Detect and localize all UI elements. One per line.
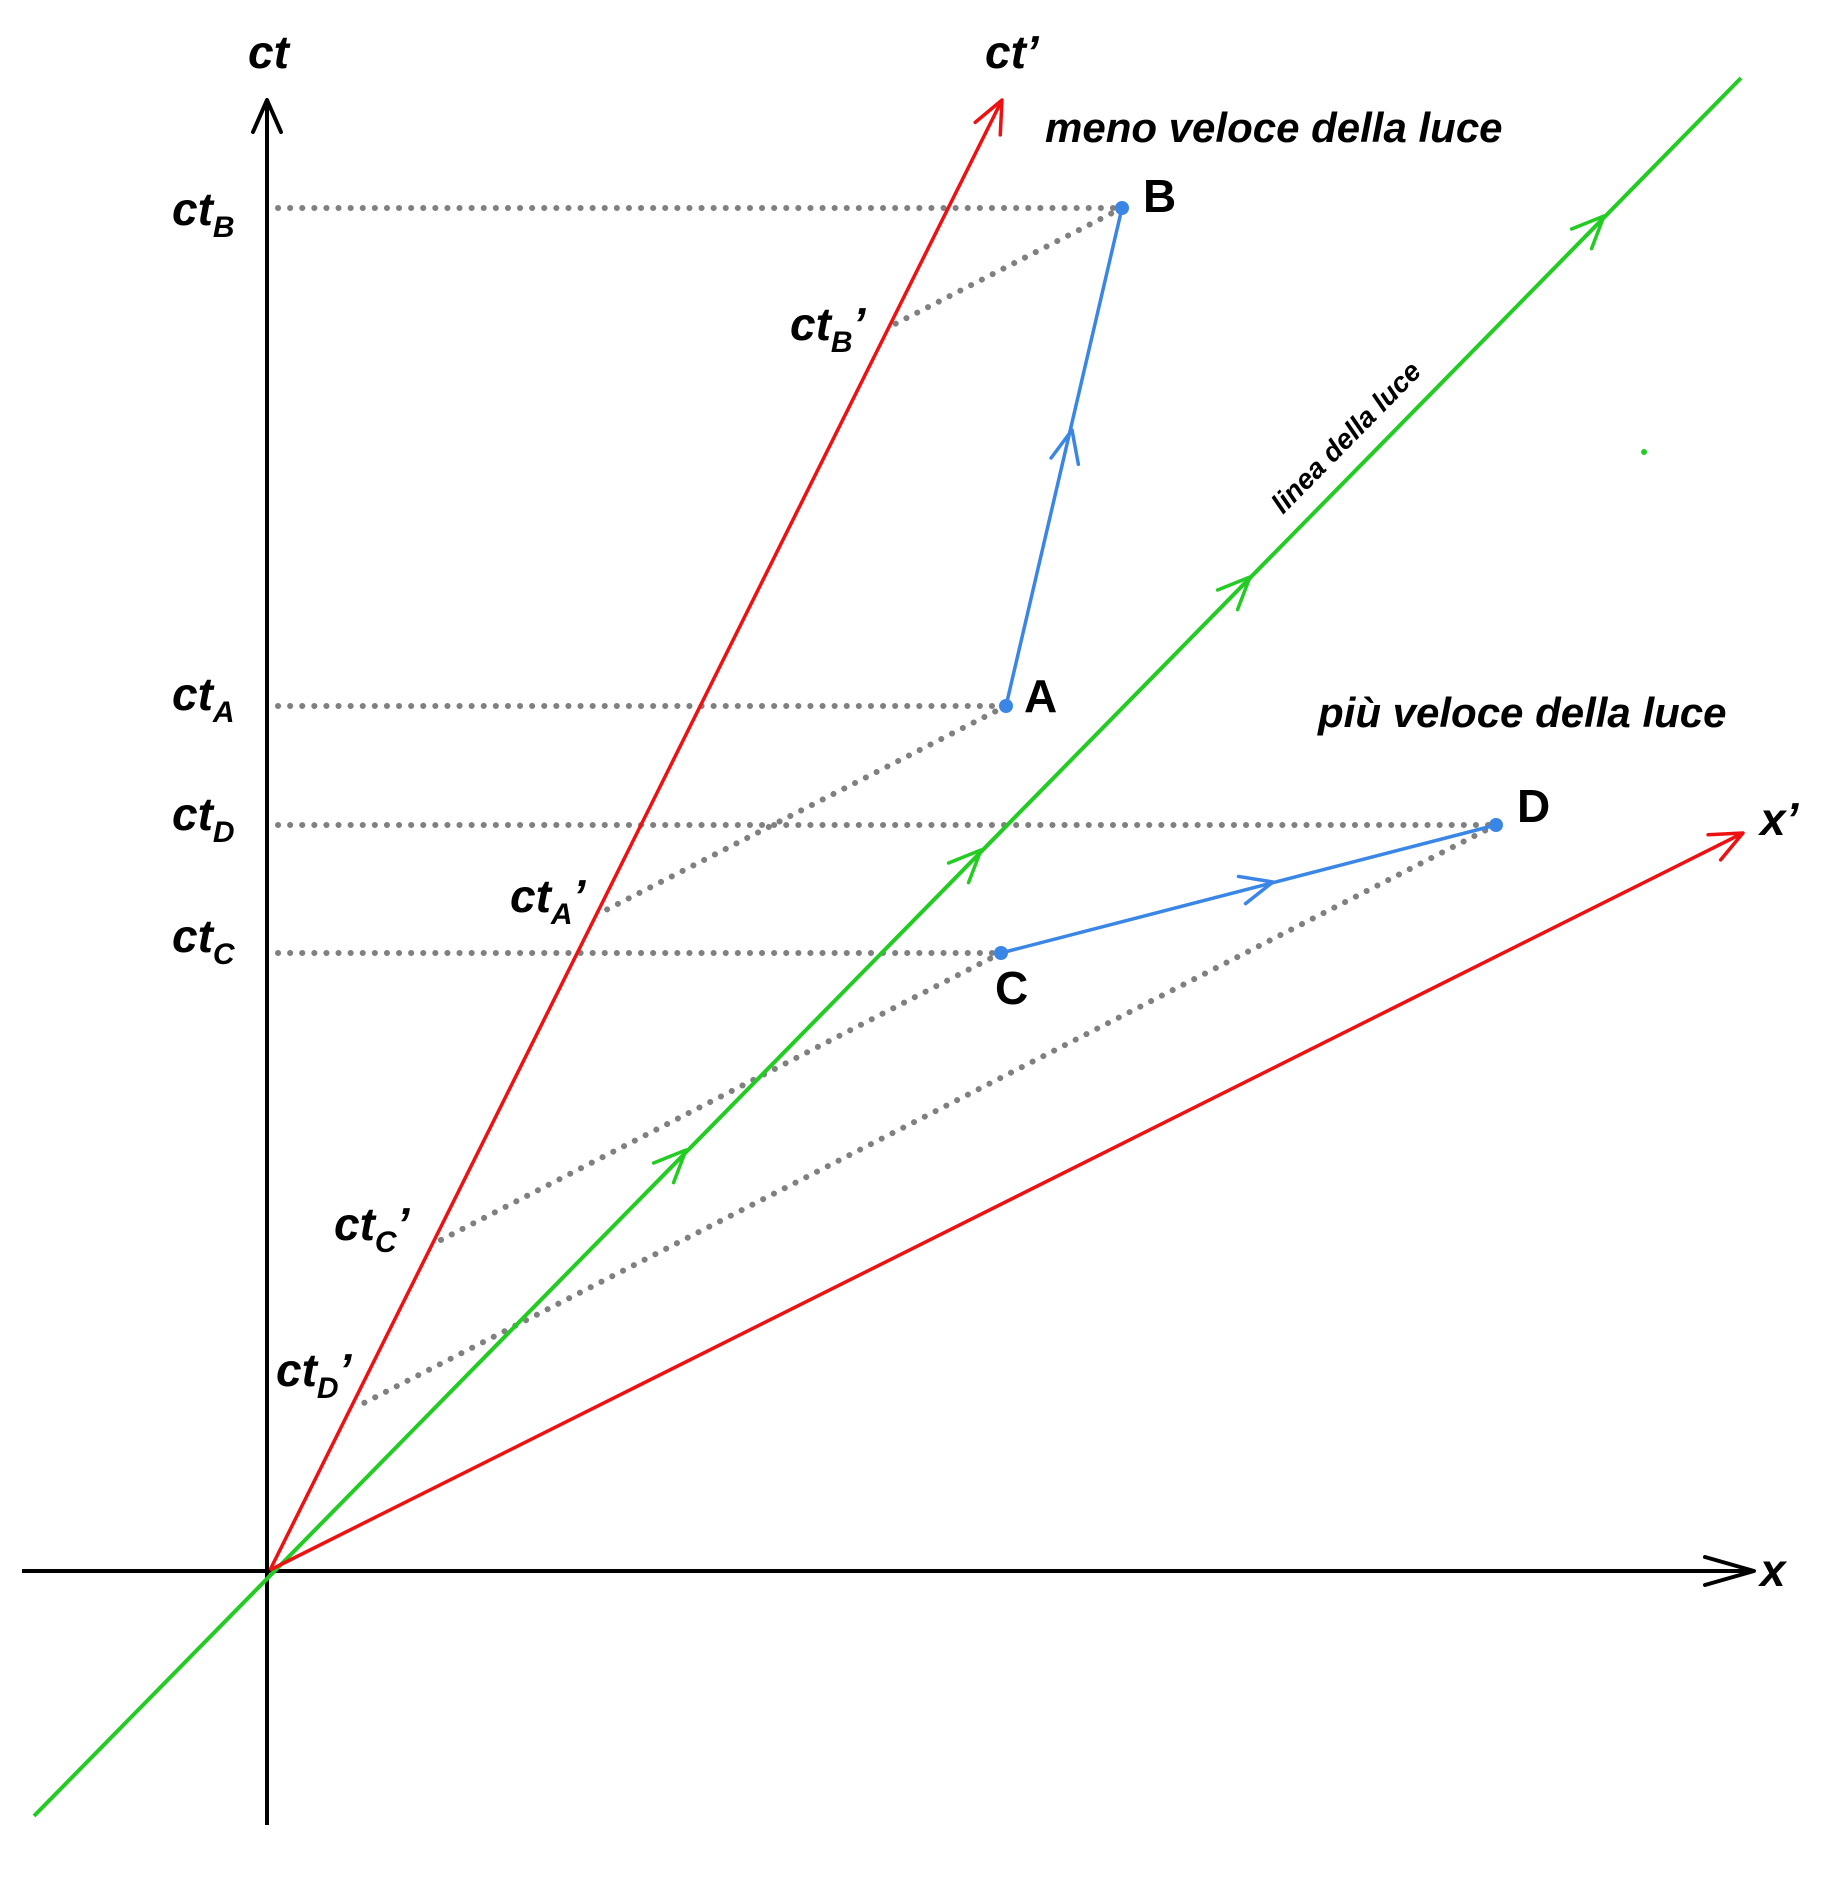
tick-label-ctA: ctA bbox=[172, 668, 235, 729]
guide-ctA-prime bbox=[599, 703, 1009, 915]
light-line-label: linea della luce bbox=[1265, 355, 1427, 519]
x-axis-arrowhead bbox=[1703, 1555, 1756, 1587]
world-line-C-D bbox=[1000, 823, 1497, 955]
world-line-A-B bbox=[1004, 207, 1124, 707]
tick-label-ctC-prime: ctC’ bbox=[334, 1198, 411, 1259]
guide-ctD-prime bbox=[357, 822, 1499, 1408]
direction-arrows bbox=[651, 98, 1745, 1185]
light-arrow-2 bbox=[1215, 575, 1252, 612]
tick-label-ctA-prime: ctA’ bbox=[510, 870, 587, 931]
tick-label-ctB: ctB bbox=[172, 183, 235, 244]
light-arrow-4 bbox=[651, 1148, 688, 1185]
guide-ctB-prime bbox=[892, 205, 1125, 327]
event-dot-D bbox=[1489, 818, 1503, 832]
light-arrow-1 bbox=[1569, 214, 1606, 251]
x-prime-axis bbox=[269, 831, 1744, 1572]
x-prime-axis-label: x’ bbox=[1757, 793, 1800, 845]
rest-frame-axes bbox=[22, 98, 1756, 1825]
event-label-B: B bbox=[1143, 170, 1176, 222]
event-label-A: A bbox=[1024, 670, 1057, 722]
light-arrow-3 bbox=[946, 848, 983, 885]
light-line-path bbox=[32, 76, 1743, 1818]
x-prime-arrowhead bbox=[1706, 831, 1745, 862]
tick-label-ctB-prime: ctB’ bbox=[790, 298, 867, 359]
ct-prime-arrowhead bbox=[973, 98, 1004, 137]
world-line-C-D-arrow bbox=[1236, 874, 1275, 906]
guide-ctC-prime bbox=[432, 950, 1004, 1246]
ct-prime-axis bbox=[268, 99, 1004, 1571]
light-line bbox=[32, 76, 1743, 1818]
event-dot-A bbox=[999, 699, 1013, 713]
slower-than-light-label: meno veloce della luce bbox=[1045, 104, 1503, 151]
event-dot-B bbox=[1115, 201, 1129, 215]
world-lines bbox=[994, 201, 1503, 960]
faster-than-light-label: più veloce della luce bbox=[1317, 689, 1727, 736]
ct-axis-arrowhead bbox=[251, 98, 283, 134]
tick-label-ctC: ctC bbox=[172, 910, 236, 971]
moving-frame-axes bbox=[268, 99, 1744, 1572]
event-label-D: D bbox=[1517, 780, 1550, 832]
world-line-A-B-arrow bbox=[1049, 428, 1081, 467]
projection-guides bbox=[275, 205, 1499, 1408]
x-axis-label: x bbox=[1757, 1544, 1788, 1596]
event-dot-C bbox=[994, 946, 1008, 960]
event-label-C: C bbox=[995, 962, 1028, 1014]
tick-label-ctD-prime: ctD’ bbox=[276, 1344, 353, 1405]
stray-dot bbox=[1641, 449, 1647, 455]
ct-axis-label: ct bbox=[248, 26, 291, 78]
ct-prime-axis-label: ct’ bbox=[985, 26, 1040, 78]
tick-label-ctD: ctD bbox=[172, 788, 235, 849]
